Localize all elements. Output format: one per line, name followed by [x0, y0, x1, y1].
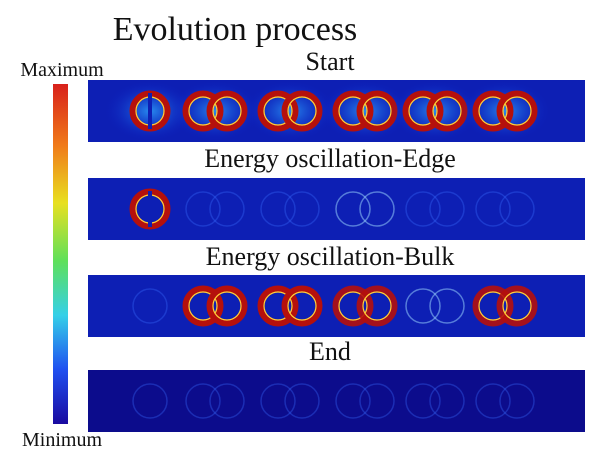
panel: Energy oscillation-Bulk — [88, 242, 585, 337]
panel-label: Energy oscillation-Edge — [204, 144, 456, 173]
figure: Evolution process Maximum Minimum Start E… — [0, 0, 589, 454]
colorbar-max-label: Maximum — [20, 59, 104, 81]
panel: Start — [88, 47, 585, 142]
panel: Energy oscillation-Edge — [88, 144, 585, 240]
panels: Start Energy oscillation-Edge Energy oscil… — [88, 47, 585, 432]
colorbar — [53, 84, 68, 424]
panel-label: Start — [305, 47, 355, 76]
panel-label: Energy oscillation-Bulk — [206, 242, 455, 271]
colorbar-min-label: Minimum — [22, 429, 102, 451]
panel-label: End — [309, 337, 351, 366]
panel: End — [88, 337, 585, 432]
title: Evolution process — [113, 11, 358, 48]
